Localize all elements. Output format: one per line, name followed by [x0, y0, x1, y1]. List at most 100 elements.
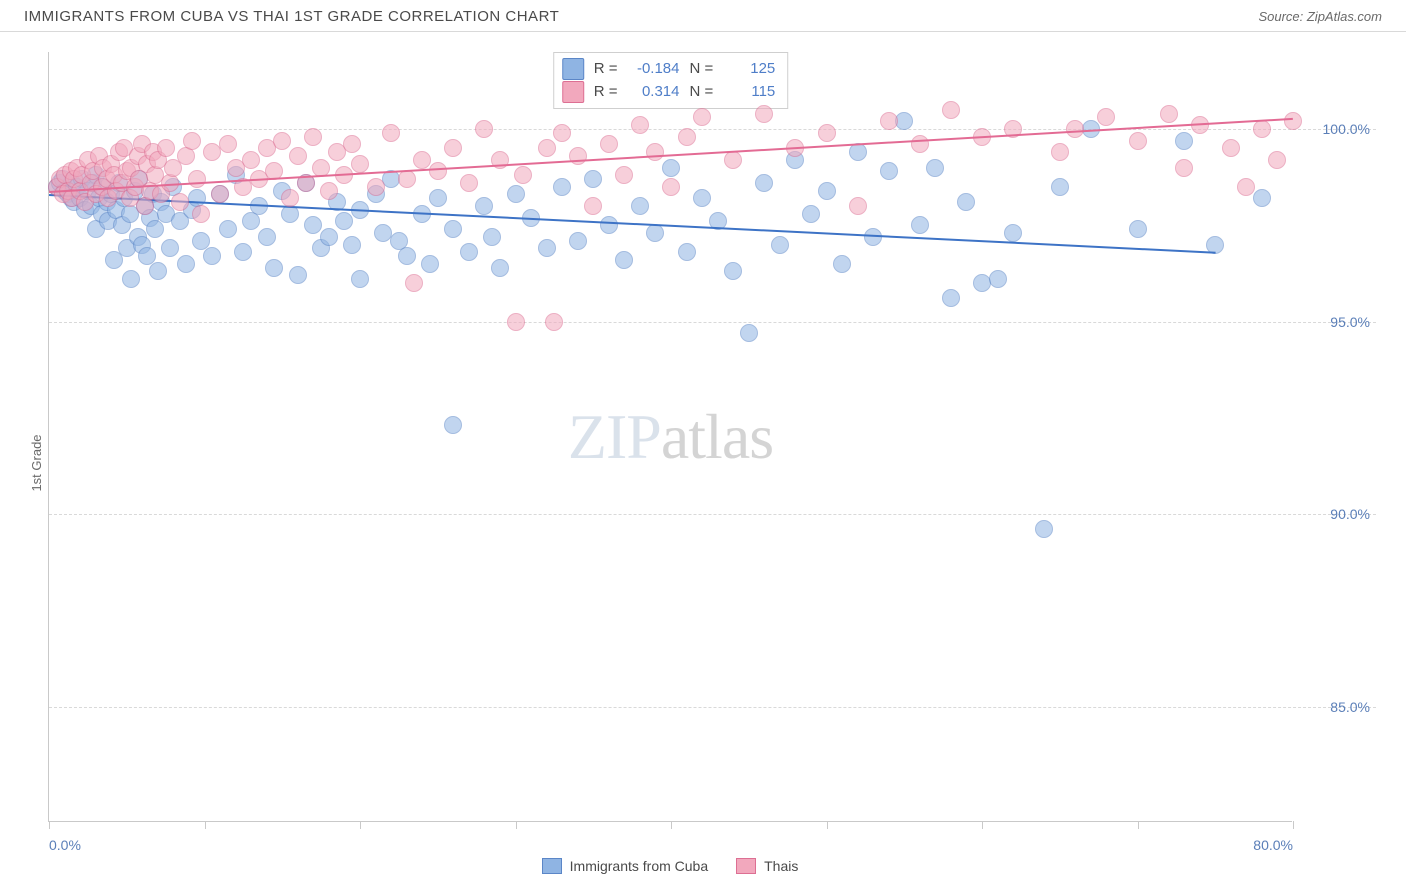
scatter-point-cuba: [755, 174, 773, 192]
scatter-point-thai: [1097, 108, 1115, 126]
x-tick: [360, 821, 361, 829]
scatter-point-cuba: [398, 247, 416, 265]
scatter-point-cuba: [475, 197, 493, 215]
y-tick-label: 100.0%: [1323, 121, 1370, 137]
scatter-point-thai: [662, 178, 680, 196]
scatter-point-thai: [646, 143, 664, 161]
gridline-y: [49, 129, 1376, 130]
scatter-point-cuba: [343, 236, 361, 254]
scatter-point-cuba: [1129, 220, 1147, 238]
scatter-point-thai: [1268, 151, 1286, 169]
scatter-point-thai: [320, 182, 338, 200]
legend-swatch-cuba: [542, 858, 562, 874]
x-tick: [1138, 821, 1139, 829]
scatter-point-thai: [136, 197, 154, 215]
scatter-point-thai: [192, 205, 210, 223]
scatter-point-thai: [1129, 132, 1147, 150]
scatter-point-cuba: [444, 416, 462, 434]
x-tick: [671, 821, 672, 829]
scatter-point-cuba: [444, 220, 462, 238]
scatter-point-cuba: [957, 193, 975, 211]
stat-N-label: N =: [690, 80, 714, 103]
scatter-point-thai: [584, 197, 602, 215]
scatter-point-thai: [755, 105, 773, 123]
scatter-point-cuba: [662, 159, 680, 177]
scatter-point-cuba: [203, 247, 221, 265]
watermark-zip: ZIP: [568, 401, 661, 472]
scatter-point-cuba: [740, 324, 758, 342]
y-tick-label: 95.0%: [1330, 314, 1370, 330]
scatter-point-thai: [413, 151, 431, 169]
gridline-y: [49, 707, 1376, 708]
scatter-point-thai: [281, 189, 299, 207]
scatter-point-thai: [444, 139, 462, 157]
scatter-point-thai: [631, 116, 649, 134]
scatter-point-cuba: [491, 259, 509, 277]
scatter-point-cuba: [771, 236, 789, 254]
scatter-point-thai: [343, 135, 361, 153]
stat-N-thai: 115: [723, 80, 775, 103]
scatter-point-thai: [615, 166, 633, 184]
scatter-point-thai: [1066, 120, 1084, 138]
scatter-point-thai: [1237, 178, 1255, 196]
scatter-point-cuba: [646, 224, 664, 242]
scatter-point-thai: [273, 132, 291, 150]
scatter-point-thai: [429, 162, 447, 180]
scatter-point-cuba: [942, 289, 960, 307]
chart-source: Source: ZipAtlas.com: [1258, 9, 1382, 24]
scatter-point-cuba: [177, 255, 195, 273]
legend-swatch-thai: [736, 858, 756, 874]
scatter-point-thai: [1222, 139, 1240, 157]
scatter-point-cuba: [265, 259, 283, 277]
scatter-point-thai: [514, 166, 532, 184]
scatter-point-cuba: [895, 112, 913, 130]
scatter-point-cuba: [631, 197, 649, 215]
chart-header: IMMIGRANTS FROM CUBA VS THAI 1ST GRADE C…: [0, 0, 1406, 32]
stat-N-label: N =: [690, 57, 714, 80]
scatter-point-thai: [1175, 159, 1193, 177]
scatter-point-cuba: [460, 243, 478, 261]
x-tick: [827, 821, 828, 829]
scatter-point-thai: [171, 193, 189, 211]
scatter-point-cuba: [122, 270, 140, 288]
x-tick-label: 80.0%: [1253, 837, 1293, 853]
scatter-point-cuba: [421, 255, 439, 273]
y-tick-label: 90.0%: [1330, 506, 1370, 522]
scatter-point-thai: [242, 151, 260, 169]
scatter-point-cuba: [818, 182, 836, 200]
y-axis-label: 1st Grade: [29, 434, 44, 491]
source-prefix: Source:: [1258, 9, 1306, 24]
scatter-point-thai: [351, 155, 369, 173]
watermark-atlas: atlas: [661, 401, 773, 472]
scatter-point-cuba: [538, 239, 556, 257]
stat-R-thai: 0.314: [628, 80, 680, 103]
scatter-point-thai: [382, 124, 400, 142]
scatter-point-thai: [507, 313, 525, 331]
scatter-point-thai: [177, 147, 195, 165]
scatter-point-thai: [460, 174, 478, 192]
scatter-point-cuba: [1051, 178, 1069, 196]
legend-label-cuba: Immigrants from Cuba: [570, 858, 708, 874]
scatter-point-cuba: [584, 170, 602, 188]
scatter-point-cuba: [678, 243, 696, 261]
scatter-point-cuba: [483, 228, 501, 246]
scatter-point-thai: [183, 132, 201, 150]
gridline-y: [49, 322, 1376, 323]
scatter-point-thai: [1284, 112, 1302, 130]
scatter-point-cuba: [802, 205, 820, 223]
chart-title: IMMIGRANTS FROM CUBA VS THAI 1ST GRADE C…: [24, 8, 559, 25]
x-tick-label: 0.0%: [49, 837, 81, 853]
scatter-point-thai: [289, 147, 307, 165]
scatter-point-thai: [157, 139, 175, 157]
scatter-point-cuba: [989, 270, 1007, 288]
scatter-point-cuba: [242, 212, 260, 230]
scatter-point-cuba: [351, 270, 369, 288]
scatter-point-cuba: [600, 216, 618, 234]
scatter-point-thai: [219, 135, 237, 153]
scatter-point-cuba: [219, 220, 237, 238]
scatter-point-thai: [553, 124, 571, 142]
scatter-point-thai: [693, 108, 711, 126]
legend-item-cuba: Immigrants from Cuba: [542, 858, 708, 874]
swatch-cuba: [562, 58, 584, 80]
scatter-point-cuba: [146, 220, 164, 238]
